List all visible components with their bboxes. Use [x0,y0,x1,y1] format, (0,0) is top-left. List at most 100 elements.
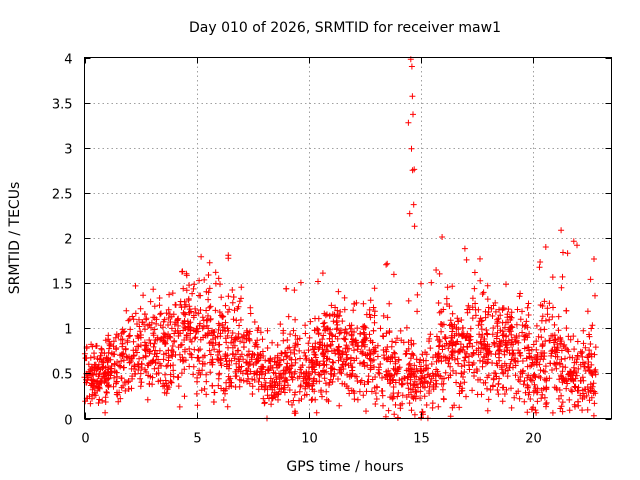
data-point [305,340,312,347]
data-point [537,367,544,374]
data-point [588,325,595,332]
data-point [549,274,556,281]
data-point [527,363,534,370]
data-point [92,392,99,399]
data-point [313,409,320,416]
data-point [361,331,368,338]
data-point [391,349,397,356]
data-point [113,380,119,387]
data-point [541,298,548,305]
data-point [102,337,109,344]
data-point [308,397,315,404]
data-point [342,326,349,333]
data-point [574,356,580,363]
data-point [196,322,203,329]
data-point [321,342,328,349]
data-point [351,396,358,403]
data-point [451,321,458,328]
data-point [142,347,149,354]
data-point [499,306,506,313]
data-point [322,380,329,387]
data-point [195,310,202,317]
data-point [514,306,521,313]
data-point [534,385,541,392]
data-point [236,298,243,305]
data-point [182,311,189,318]
data-point [190,371,197,378]
data-point [164,386,171,393]
data-point [366,331,373,338]
data-point [169,353,176,360]
data-point [148,324,154,331]
data-point [311,351,318,358]
data-point [417,356,424,363]
data-point [500,384,507,391]
data-point [316,362,323,369]
data-point [488,350,495,357]
data-point [346,322,353,329]
data-point [328,302,335,309]
data-point [519,329,526,336]
data-point [315,346,322,352]
y-tick-label: 2.5 [52,188,73,203]
data-point [585,364,592,371]
data-point [181,311,188,317]
data-point [586,351,593,358]
data-point [473,366,480,373]
data-point [507,360,514,367]
data-point [285,313,292,320]
data-point [334,312,341,319]
data-point [502,368,509,374]
data-point [254,351,261,358]
data-point [249,391,256,397]
data-point [113,346,119,353]
data-point [210,336,216,343]
data-point [456,404,463,411]
data-point [82,398,89,405]
data-point [586,397,593,404]
data-point [390,384,397,390]
data-point [285,398,292,405]
data-point [517,378,523,385]
data-point [486,343,493,350]
data-point [394,335,401,342]
data-point [536,264,543,271]
data-point [230,316,237,323]
data-point [420,357,427,364]
data-point [492,299,499,306]
data-point [210,399,217,405]
data-point [409,366,415,373]
data-point [526,330,533,337]
data-point [340,335,347,342]
data-point [209,382,216,389]
data-point [301,392,308,399]
data-point [232,368,239,375]
data-point [209,356,216,363]
data-point [220,324,227,331]
data-point [363,408,369,415]
data-point [548,350,555,357]
data-point [235,330,242,337]
data-point [334,347,341,354]
data-point [122,387,129,394]
data-point [580,327,587,334]
data-point [267,382,274,389]
data-point [264,345,271,351]
data-point [211,346,218,353]
data-point [438,328,445,335]
data-point [421,393,428,400]
data-point [354,396,361,403]
data-point [271,389,278,396]
data-point [530,341,537,348]
data-point [439,234,446,240]
data-point [588,385,595,392]
data-point [579,374,586,381]
data-point [508,309,515,316]
data-point [375,369,382,376]
data-point [478,326,485,333]
data-point [257,329,264,336]
data-point [285,382,291,389]
data-point [124,339,131,346]
data-point [469,304,476,311]
data-point [485,372,492,379]
